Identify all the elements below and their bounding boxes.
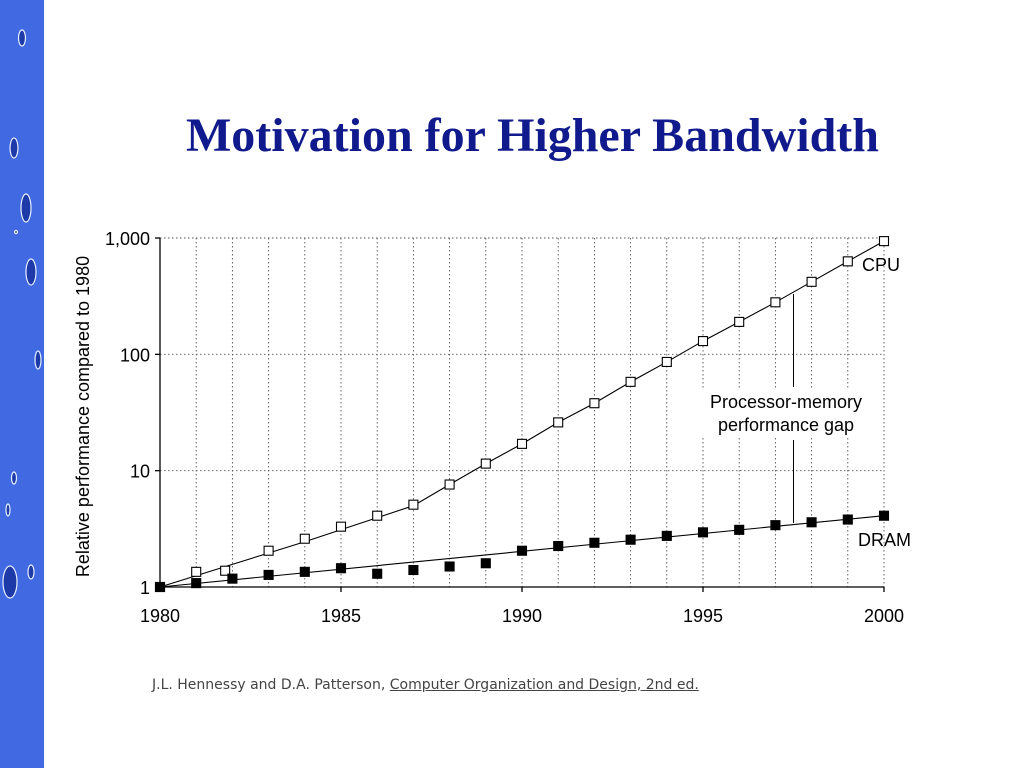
gap-annotation-background (694, 390, 878, 438)
y-tick-label: 1,000 (105, 229, 150, 249)
gap-annotation-label-line2: performance gap (718, 415, 854, 435)
cpu-data-point (661, 356, 672, 368)
cpu-data-point (263, 545, 274, 556)
dram-data-point (191, 578, 202, 589)
cpu-data-point (697, 336, 709, 347)
decorative-side-bar (0, 0, 44, 768)
x-tick-label: 2000 (864, 606, 904, 626)
cpu-data-point (625, 376, 636, 387)
dram-data-point (589, 537, 600, 548)
cpu-data-point (480, 458, 491, 469)
dram-data-point (372, 568, 383, 579)
cpu-data-point (878, 236, 890, 247)
x-tick-label: 1990 (502, 606, 542, 626)
x-tick-label: 1985 (321, 606, 361, 626)
dram-data-point (553, 540, 564, 552)
cpu-data-point (553, 417, 564, 428)
dram-data-point (842, 514, 853, 525)
citation-authors: J.L. Hennessy and D.A. Patterson, (152, 677, 386, 693)
cpu-data-point (372, 510, 383, 521)
y-axis-label: Relative performance compared to 1980 (73, 256, 93, 577)
chart-grid (159, 237, 885, 587)
dram-data-point (734, 524, 745, 535)
dram-data-point (480, 558, 491, 569)
cpu-data-point (444, 479, 455, 490)
dram-data-point (661, 530, 672, 541)
y-tick-label: 1 (140, 578, 150, 598)
cpu-data-point (842, 256, 853, 267)
citation: J.L. Hennessy and D.A. Patterson, Comput… (152, 677, 699, 693)
dram-data-point (154, 581, 166, 593)
dram-series-label: DRAM (858, 530, 911, 550)
cpu-data-point (220, 565, 231, 576)
gap-annotation-label-line1: Processor-memory (710, 392, 862, 412)
cpu-series-label: CPU (862, 255, 900, 275)
dram-data-point (625, 534, 636, 545)
cpu-data-point (408, 499, 419, 510)
dram-data-point (408, 564, 419, 576)
cpu-data-point (770, 297, 781, 308)
dram-data-point (335, 563, 347, 574)
dram-data-point (299, 566, 310, 577)
chart-markers (154, 236, 890, 593)
dram-data-point (516, 545, 528, 556)
x-tick-label: 1995 (683, 606, 723, 626)
dram-data-point (263, 569, 274, 580)
x-tick-label: 1980 (140, 606, 180, 626)
chart-labels: 1980 1985 1990 1995 2000 1 10 100 1,000 Relative … (73, 229, 911, 626)
citation-book-link[interactable]: Computer Organization and Design, 2nd ed… (389, 677, 699, 693)
dram-data-point (878, 510, 890, 521)
dram-data-point (697, 527, 709, 538)
dram-data-point (806, 517, 817, 528)
dram-data-point (444, 561, 455, 572)
cpu-series-line (159, 240, 885, 588)
dram-data-point (770, 520, 781, 531)
cpu-data-point (806, 276, 817, 287)
cpu-data-point (335, 521, 347, 532)
dram-data-point (227, 573, 238, 584)
slide-title: Motivation for Higher Bandwidth (186, 109, 879, 162)
cpu-data-point (299, 533, 310, 544)
water-drops-decoration (2, 29, 42, 599)
y-tick-label: 10 (130, 462, 150, 482)
y-tick-label: 100 (120, 345, 150, 365)
cpu-data-point (516, 438, 528, 449)
cpu-data-point (589, 398, 600, 409)
cpu-data-point (734, 316, 745, 327)
cpu-data-point (191, 566, 202, 577)
